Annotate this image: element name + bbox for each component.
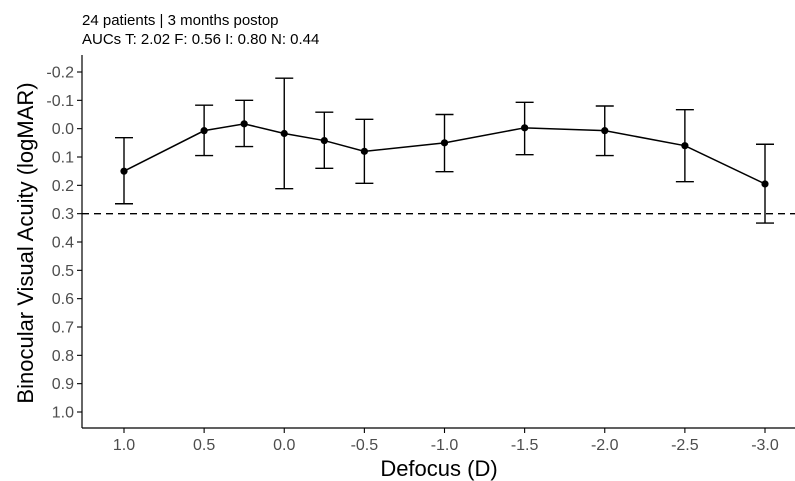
x-tick-label: -1.5: [511, 437, 539, 454]
y-tick-label: 0.0: [52, 121, 74, 138]
x-axis-ticks: 1.0 0.5 0.0 -0.5 -1.0 -1.5 -2.0 -2.5 -3.0: [113, 428, 779, 454]
y-tick-label: 0.4: [52, 235, 74, 252]
x-tick-label: 0.0: [273, 437, 295, 454]
x-tick-label: -2.0: [591, 437, 619, 454]
plot-area: [82, 77, 795, 224]
data-point: [200, 127, 208, 135]
y-axis-ticks: -0.2 -0.1 0.0 0.1 0.2 0.3 0.4 0.5 0.6 0.7 0.8 0.9 1.…: [46, 65, 82, 422]
data-point: [320, 136, 328, 145]
x-axis-title: Defocus (D): [380, 456, 497, 481]
x-tick-label: 0.5: [193, 437, 215, 454]
y-tick-label: 0.3: [52, 206, 74, 223]
x-tick-label: -3.0: [751, 437, 779, 454]
y-tick-label: -0.1: [46, 93, 74, 110]
data-point: [120, 167, 128, 175]
y-tick-label: 0.2: [52, 178, 74, 195]
y-tick-label: 0.1: [52, 150, 74, 167]
x-tick-label: 1.0: [113, 437, 135, 454]
x-tick-label: -1.0: [431, 437, 459, 454]
y-tick-label: 0.6: [52, 291, 74, 308]
data-point: [280, 129, 288, 138]
data-point: [240, 120, 248, 128]
chart-subtitle-line-1: 24 patients | 3 months postop: [82, 12, 279, 29]
y-tick-label: -0.2: [46, 65, 74, 82]
chart-subtitle-line-2: AUCs T: 2.02 F: 0.56 I: 0.80 N: 0.44: [82, 31, 319, 48]
y-tick-label: 0.9: [52, 376, 74, 393]
y-tick-label: 0.5: [52, 263, 74, 280]
x-tick-label: -2.5: [671, 437, 699, 454]
data-point: [761, 180, 769, 188]
data-point: [601, 127, 609, 135]
data-point: [681, 142, 689, 150]
data-point: [360, 147, 368, 155]
y-tick-label: 0.7: [52, 320, 74, 337]
y-tick-label: 1.0: [52, 405, 74, 422]
data-point: [521, 124, 529, 132]
y-tick-label: 0.8: [52, 348, 74, 365]
y-axis-title: Binocular Visual Acuity (logMAR): [13, 82, 38, 403]
data-point: [440, 139, 449, 147]
x-tick-label: -0.5: [351, 437, 379, 454]
